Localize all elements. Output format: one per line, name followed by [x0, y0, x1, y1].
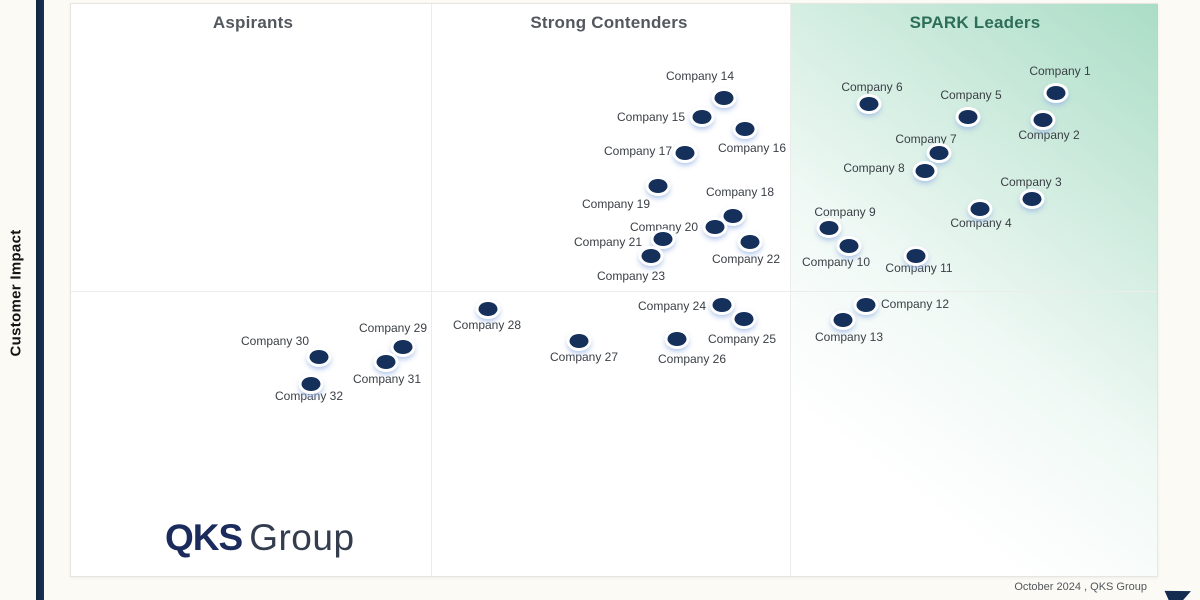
- company-dot-17: [675, 146, 695, 160]
- company-dot-12: [856, 298, 876, 312]
- company-dot-24: [712, 298, 732, 312]
- company-dot-3: [1022, 192, 1042, 206]
- company-label-4: Company 4: [950, 216, 1012, 230]
- company-label-27: Company 27: [549, 350, 619, 364]
- qks-group-logo: QKS Group: [165, 516, 355, 560]
- company-label-9: Company 9: [814, 205, 876, 219]
- company-label-29: Company 29: [358, 321, 428, 335]
- company-label-31: Company 31: [352, 372, 422, 386]
- company-label-14: Company 14: [665, 69, 735, 83]
- company-label-16: Company 16: [717, 141, 787, 155]
- company-dot-26: [667, 332, 687, 346]
- company-dot-20: [705, 220, 725, 234]
- company-label-11: Company 11: [885, 261, 953, 275]
- company-label-15: Company 15: [616, 110, 686, 124]
- zone-header-strong-contenders: Strong Contenders: [530, 13, 688, 32]
- quadrant-divider-horizontal: [71, 291, 1157, 292]
- logo-text-rest: Group: [249, 517, 355, 558]
- company-label-13: Company 13: [814, 330, 884, 344]
- company-dot-11: [906, 249, 926, 263]
- zone-header-spark-leaders: SPARK Leaders: [909, 13, 1041, 32]
- company-label-20: Company 20: [629, 220, 699, 234]
- company-dot-16: [735, 122, 755, 136]
- company-dot-21: [653, 232, 673, 246]
- quadrant-divider-vertical-1: [431, 4, 432, 576]
- company-dot-6: [859, 97, 879, 111]
- company-dot-2: [1033, 113, 1053, 127]
- company-dot-22: [740, 235, 760, 249]
- company-label-6: Company 6: [841, 80, 903, 94]
- company-label-5: Company 5: [940, 88, 1002, 102]
- company-label-12: Company 12: [880, 297, 950, 311]
- company-dot-29: [393, 340, 413, 354]
- logo-text-bold: QKS: [165, 517, 243, 558]
- spark-leaders-gradient-zone: [790, 4, 1158, 576]
- company-dot-28: [478, 302, 498, 316]
- footer-date-note: October 2024 , QKS Group: [1014, 581, 1147, 593]
- company-label-32: Company 32: [274, 389, 344, 403]
- company-dot-5: [958, 110, 978, 124]
- company-label-19: Company 19: [581, 197, 651, 211]
- zone-header-aspirants: Aspirants: [212, 13, 294, 32]
- plot-area: Aspirants Strong Contenders SPARK Leaders …: [70, 3, 1158, 577]
- company-label-21: Company 21: [573, 235, 643, 249]
- company-dot-23: [641, 249, 661, 263]
- company-dot-1: [1046, 86, 1066, 100]
- company-label-28: Company 28: [452, 318, 522, 332]
- company-label-18: Company 18: [705, 185, 775, 199]
- company-dot-8: [915, 164, 935, 178]
- company-label-22: Company 22: [711, 252, 781, 266]
- company-dot-25: [734, 312, 754, 326]
- company-dot-15: [692, 110, 712, 124]
- company-label-30: Company 30: [240, 334, 310, 348]
- company-label-23: Company 23: [596, 269, 666, 283]
- company-dot-18: [723, 209, 743, 223]
- company-dot-13: [833, 313, 853, 327]
- company-dot-30: [309, 350, 329, 364]
- y-axis-line: [36, 0, 44, 600]
- company-label-26: Company 26: [657, 352, 727, 366]
- quadrant-divider-vertical-2: [790, 4, 791, 576]
- company-dot-10: [839, 239, 859, 253]
- company-dot-27: [569, 334, 589, 348]
- company-label-3: Company 3: [1000, 175, 1062, 189]
- company-label-17: Company 17: [603, 144, 673, 158]
- company-dot-7: [929, 146, 949, 160]
- company-dot-9: [819, 221, 839, 235]
- company-label-24: Company 24: [637, 299, 707, 313]
- company-dot-14: [714, 91, 734, 105]
- company-label-10: Company 10: [801, 255, 871, 269]
- company-dot-4: [970, 202, 990, 216]
- company-dot-31: [376, 355, 396, 369]
- company-dot-19: [648, 179, 668, 193]
- company-label-2: Company 2: [1018, 128, 1080, 142]
- company-label-8: Company 8: [843, 161, 905, 175]
- company-label-7: Company 7: [895, 132, 957, 146]
- company-dot-32: [301, 377, 321, 391]
- company-label-1: Company 1: [1029, 64, 1091, 78]
- company-label-25: Company 25: [707, 332, 777, 346]
